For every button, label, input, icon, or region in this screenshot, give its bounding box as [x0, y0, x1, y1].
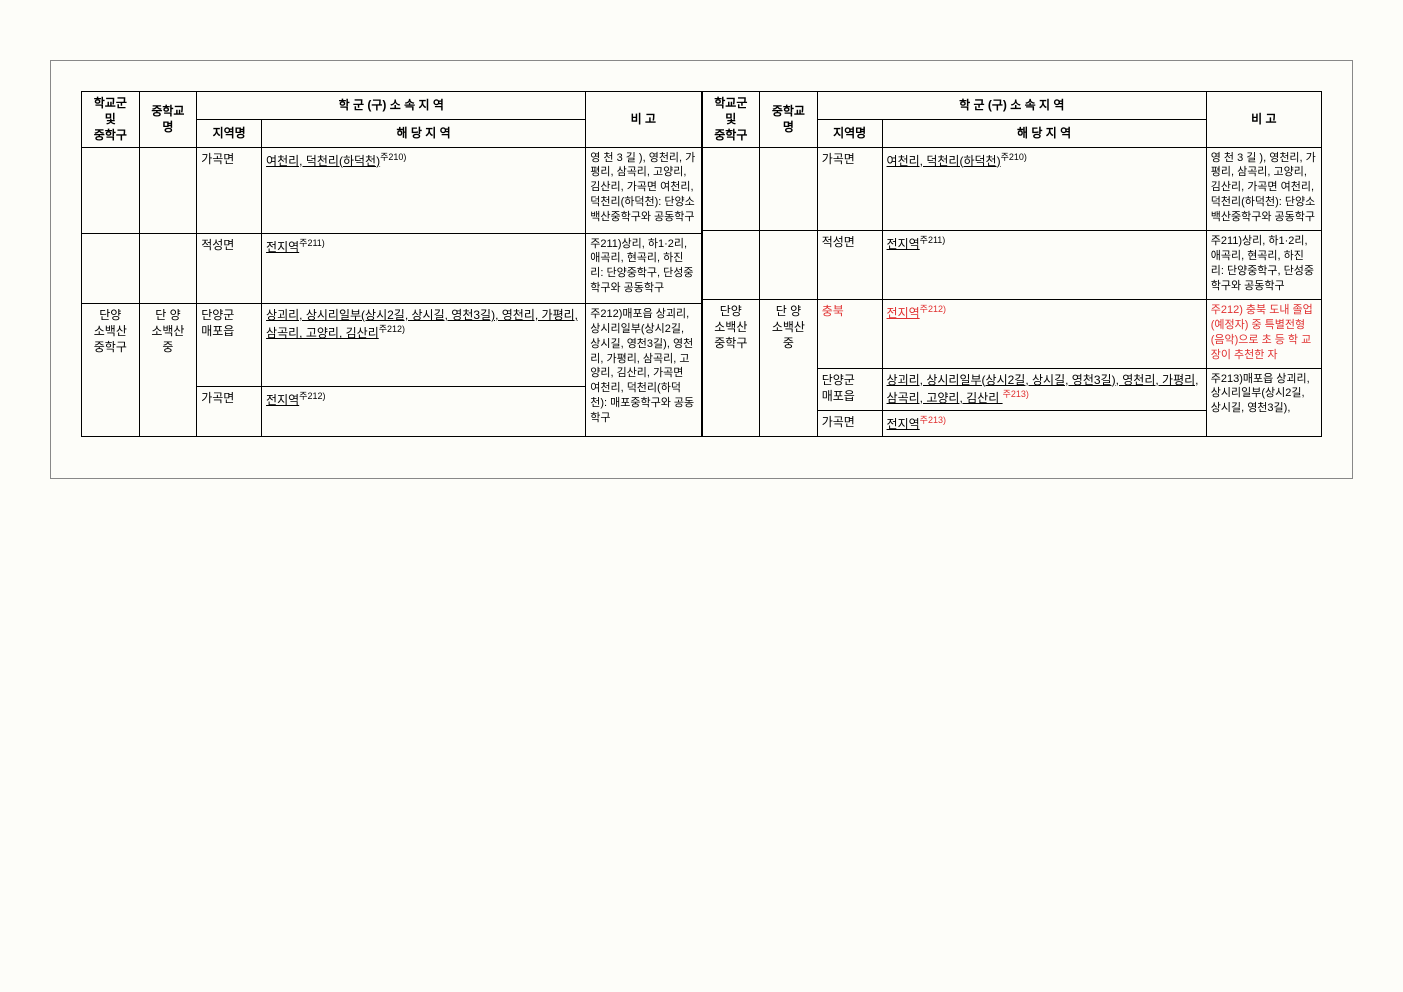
table-row: 적성면 전지역주211) 주211)상리, 하1·2리, 애곡리, 현곡리, 하…: [702, 231, 1322, 300]
cell-area: 상괴리, 상시리일부(상시2길, 상시길, 영천3길), 영천리, 가평리, 삼…: [262, 303, 586, 386]
cell-area: 전지역주212): [262, 386, 586, 436]
area-text: 전지역: [266, 393, 299, 407]
cell-area: 전지역주213): [882, 411, 1206, 437]
hdr-area: 해 당 지 역: [882, 119, 1206, 147]
hdr-region: 지역명: [817, 119, 882, 147]
hdr-region: 지역명: [197, 119, 262, 147]
cell-region: 단양군매포읍: [197, 303, 262, 386]
cell-hakgyo: [82, 147, 140, 233]
cell-bigo: 영 천 3 길 ), 영천리, 가평리, 삼곡리, 고양리, 김산리, 가곡면 …: [586, 147, 701, 233]
sup-note: 주211): [299, 238, 325, 248]
cell-bigo: 영 천 3 길 ), 영천리, 가평리, 삼곡리, 고양리, 김산리, 가곡면 …: [1206, 147, 1321, 231]
sup-note: 주210): [380, 152, 406, 162]
sup-note: 주212): [920, 304, 946, 314]
hdr-jung: 중학교명: [139, 92, 197, 148]
tables-wrapper: 학교군및중학구 중학교명 학 군 (구) 소 속 지 역 비 고 지역명 해 당…: [81, 91, 1322, 428]
cell-area: 여천리, 덕천리(하덕천)주210): [262, 147, 586, 233]
cell-jung: 단 양소백산중: [760, 299, 818, 436]
hdr-group: 학 군 (구) 소 속 지 역: [197, 92, 586, 120]
sup-note: 주213): [920, 415, 946, 425]
cell-jung: [139, 233, 197, 303]
left-table: 학교군및중학구 중학교명 학 군 (구) 소 속 지 역 비 고 지역명 해 당…: [81, 91, 702, 437]
right-table: 학교군및중학구 중학교명 학 군 (구) 소 속 지 역 비 고 지역명 해 당…: [702, 91, 1323, 437]
area-text: 전지역: [266, 240, 299, 254]
table-row: 적성면 전지역주211) 주211)상리, 하1·2리, 애곡리, 현곡리, 하…: [82, 233, 702, 303]
cell-region: 적성면: [197, 233, 262, 303]
cell-bigo: 주212)매포읍 상괴리, 상시리일부(상시2길, 상시길, 영천3길), 영천…: [586, 303, 701, 436]
area-text: 상괴리, 상시리일부(상시2길, 상시길, 영천3길), 영천리, 가평리, 삼…: [887, 373, 1199, 405]
cell-bigo: 주211)상리, 하1·2리, 애곡리, 현곡리, 하진리: 단양중학구, 단성…: [1206, 231, 1321, 300]
cell-hakgyo: [702, 231, 760, 300]
area-text: 상괴리, 상시리일부(상시2길, 상시길, 영천3길), 영천리, 가평리, 삼…: [266, 308, 578, 340]
area-text: 여천리, 덕천리(하덕천): [266, 154, 380, 168]
cell-area: 상괴리, 상시리일부(상시2길, 상시길, 영천3길), 영천리, 가평리, 삼…: [882, 368, 1206, 411]
sup-note: 주211): [920, 235, 946, 245]
cell-bigo: 주211)상리, 하1·2리, 애곡리, 현곡리, 하진리: 단양중학구, 단성…: [586, 233, 701, 303]
sup-note: 주213): [1003, 389, 1029, 399]
hdr-bigo: 비 고: [1206, 92, 1321, 148]
cell-area: 전지역주211): [262, 233, 586, 303]
hdr-group: 학 군 (구) 소 속 지 역: [817, 92, 1206, 120]
cell-hakgyo: 단양소백산중학구: [82, 303, 140, 436]
area-text: 여천리, 덕천리(하덕천): [887, 154, 1001, 168]
page-frame: 학교군및중학구 중학교명 학 군 (구) 소 속 지 역 비 고 지역명 해 당…: [50, 60, 1353, 479]
cell-area: 여천리, 덕천리(하덕천)주210): [882, 147, 1206, 231]
table-row: 단양소백산중학구 단 양소백산중 단양군매포읍 상괴리, 상시리일부(상시2길,…: [82, 303, 702, 386]
cell-bigo: 주212) 충북 도내 졸업(예정자) 중 특별전형(음악)으로 초 등 학 교…: [1206, 299, 1321, 368]
hdr-bigo: 비 고: [586, 92, 701, 148]
cell-region: 충북: [817, 299, 882, 368]
sup-note: 주210): [1001, 152, 1027, 162]
cell-hakgyo: [702, 147, 760, 231]
cell-bigo: 주213)매포읍 상괴리, 상시리일부(상시2길, 상시길, 영천3길),: [1206, 368, 1321, 437]
table-row: 가곡면 여천리, 덕천리(하덕천)주210) 영 천 3 길 ), 영천리, 가…: [82, 147, 702, 233]
cell-area: 전지역주212): [882, 299, 1206, 368]
cell-region: 가곡면: [197, 147, 262, 233]
cell-region: 적성면: [817, 231, 882, 300]
hdr-hakgyo: 학교군및중학구: [82, 92, 140, 148]
cell-jung: 단 양소백산중: [139, 303, 197, 436]
table-row: 가곡면 여천리, 덕천리(하덕천)주210) 영 천 3 길 ), 영천리, 가…: [702, 147, 1322, 231]
area-text: 전지역: [887, 306, 920, 320]
cell-area: 전지역주211): [882, 231, 1206, 300]
cell-region: 가곡면: [817, 411, 882, 437]
hdr-area: 해 당 지 역: [262, 119, 586, 147]
cell-jung: [760, 231, 818, 300]
cell-region: 단양군매포읍: [817, 368, 882, 411]
sup-note: 주212): [379, 324, 405, 334]
cell-jung: [760, 147, 818, 231]
area-text: 전지역: [887, 417, 920, 431]
area-text: 전지역: [887, 237, 920, 251]
cell-jung: [139, 147, 197, 233]
sup-note: 주212): [299, 391, 325, 401]
cell-region: 가곡면: [197, 386, 262, 436]
hdr-hakgyo: 학교군및중학구: [702, 92, 760, 148]
cell-hakgyo: [82, 233, 140, 303]
header-row-1: 학교군및중학구 중학교명 학 군 (구) 소 속 지 역 비 고: [82, 92, 702, 120]
header-row-1: 학교군및중학구 중학교명 학 군 (구) 소 속 지 역 비 고: [702, 92, 1322, 120]
cell-hakgyo: 단양소백산중학구: [702, 299, 760, 436]
cell-region: 가곡면: [817, 147, 882, 231]
table-row: 단양소백산중학구 단 양소백산중 충북 전지역주212) 주212) 충북 도내…: [702, 299, 1322, 368]
hdr-jung: 중학교명: [760, 92, 818, 148]
